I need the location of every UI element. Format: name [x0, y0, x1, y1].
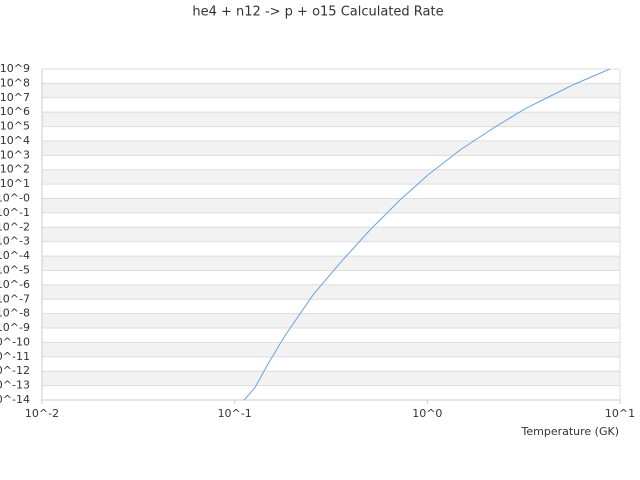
chart-title: he4 + n12 -> p + o15 Calculated Rate: [192, 5, 443, 20]
y-tick-label: 10^9: [0, 62, 30, 75]
y-tick-label: 10^7: [0, 91, 30, 104]
y-tick-label: 10^-11: [0, 350, 30, 363]
y-tick-label: 10^-4: [0, 249, 30, 262]
y-tick-label: 10^-13: [0, 379, 30, 392]
y-tick-label: 10^-8: [0, 307, 30, 320]
grid-band: [42, 342, 620, 357]
grid-band: [42, 284, 620, 300]
y-tick-label: 10^-6: [0, 278, 30, 291]
y-tick-label: 10^1: [0, 177, 30, 190]
y-tick-label: 10^-2: [0, 220, 30, 233]
y-tick-label: 10^8: [0, 76, 30, 89]
y-tick-label: 10^-5: [0, 263, 30, 276]
y-tick-label: 10^-1: [0, 206, 30, 219]
y-tick-label: 10^-0: [0, 192, 30, 205]
x-tick-label: 10^-1: [218, 407, 252, 420]
grid-band: [42, 112, 620, 127]
y-tick-label: 10^-10: [0, 335, 30, 348]
y-tick-label: 10^6: [0, 105, 30, 118]
x-tick-label: 10^0: [412, 407, 442, 420]
grid-band: [42, 83, 620, 98]
y-tick-label: 10^4: [0, 134, 30, 147]
y-tick-label: 10^-7: [0, 292, 30, 305]
y-tick-label: 10^5: [0, 120, 30, 133]
y-tick-label: 10^-9: [0, 321, 30, 334]
y-tick-label: 10^2: [0, 163, 30, 176]
grid-band: [42, 371, 620, 386]
y-tick-label: 10^-3: [0, 235, 30, 248]
y-tick-label: 10^-12: [0, 364, 30, 377]
grid-band: [42, 169, 620, 185]
data-line: [243, 68, 611, 401]
x-tick-label: 10^-2: [25, 407, 59, 420]
y-tick-label: 10^-14: [0, 393, 30, 406]
x-tick-label: 10^1: [605, 407, 635, 420]
x-axis-label: Temperature (GK): [521, 425, 620, 438]
grid-band: [42, 140, 620, 156]
y-tick-label: 10^3: [0, 148, 30, 161]
grid-band: [42, 227, 620, 242]
grid-band: [42, 313, 620, 329]
grid-band: [42, 256, 620, 271]
grid-band: [42, 198, 620, 213]
